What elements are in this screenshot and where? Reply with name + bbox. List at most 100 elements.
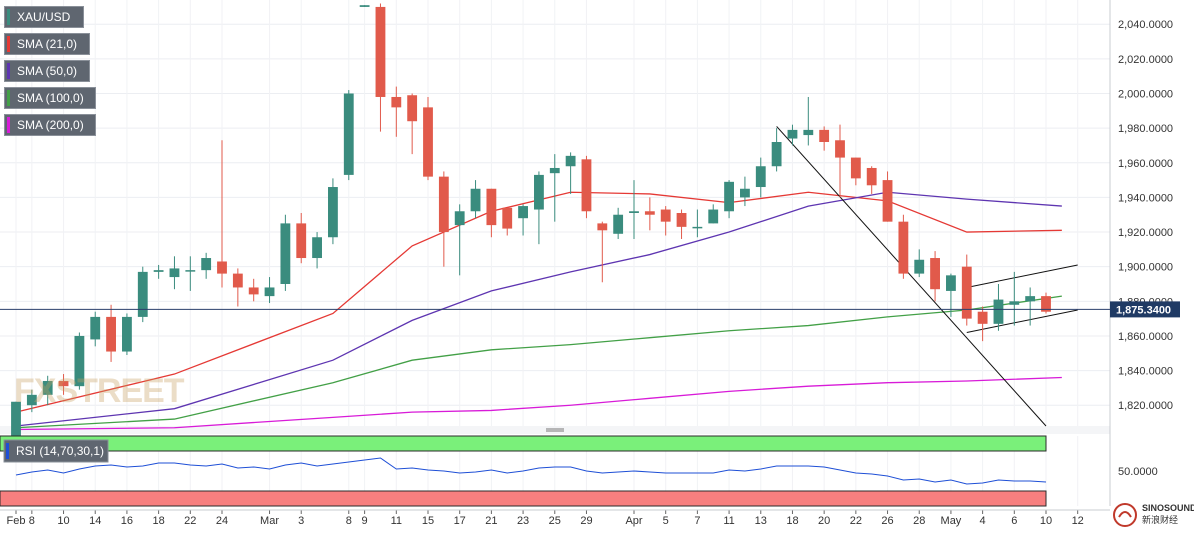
legend-item[interactable]: SMA (21,0) <box>4 33 90 55</box>
pane-divider <box>0 426 1110 434</box>
candle-body <box>740 188 750 198</box>
candle-body <box>565 155 576 167</box>
current-price-tag <box>1110 301 1180 318</box>
rsi-overbought-zone <box>0 435 1047 452</box>
sma-line-210 <box>15 191 1062 413</box>
axis-layer: 2,040.0000 2,020.0000 2,000.0000 1,980.0000… <box>0 0 1180 527</box>
candle-body <box>137 271 148 317</box>
x-tick-label: 14 <box>89 515 101 527</box>
x-tick-label: 8 <box>346 515 352 527</box>
candle-body <box>866 167 877 186</box>
x-tick-label: 12 <box>1072 515 1084 527</box>
x-tick-label: May <box>941 515 962 527</box>
candle-body <box>470 188 481 212</box>
candle-body <box>898 221 909 274</box>
candle-body <box>1025 296 1036 302</box>
candle-body <box>359 5 370 7</box>
candle-body <box>755 166 766 188</box>
candle-body <box>1009 301 1020 305</box>
candle-body <box>58 380 69 387</box>
candle-body <box>914 259 925 274</box>
legend-swatch <box>7 36 10 52</box>
y-tick-label: 1,900.0000 <box>1118 262 1173 274</box>
legend-label: SMA (100,0) <box>17 91 84 105</box>
legend-label: SMA (21,0) <box>17 37 78 51</box>
x-tick-label: 22 <box>850 515 862 527</box>
candle-body <box>835 140 845 158</box>
candle-body <box>407 95 418 122</box>
candle-body <box>676 213 687 227</box>
candle-body <box>454 211 465 226</box>
candle-body <box>391 96 402 108</box>
candle-body <box>26 394 37 406</box>
x-tick-label: 3 <box>298 515 304 527</box>
rsi-label: RSI (14,70,30,1) <box>16 444 104 458</box>
y-tick-label: 2,000.0000 <box>1118 89 1173 101</box>
x-tick-label: 16 <box>121 515 133 527</box>
y-tick-label: 1,980.0000 <box>1118 123 1173 135</box>
legend-item[interactable]: SMA (200,0) <box>4 114 96 136</box>
rsi-label-swatch <box>6 443 9 459</box>
y-tick-label: 1,920.0000 <box>1118 227 1173 239</box>
x-tick-label: Mar <box>260 515 279 527</box>
candle-body <box>549 167 560 174</box>
candle-body <box>169 268 180 278</box>
candle-body <box>11 401 21 439</box>
x-tick-label: 15 <box>422 515 434 527</box>
x-tick-label: 28 <box>913 515 925 527</box>
legend-swatch <box>7 90 10 106</box>
x-tick-label: 29 <box>580 515 592 527</box>
candle-body <box>629 211 639 213</box>
brand-logo-icon <box>1113 503 1137 527</box>
candle-body <box>581 159 592 212</box>
legend-item[interactable]: SMA (100,0) <box>4 87 96 109</box>
candle-body <box>1041 296 1051 312</box>
candle-body <box>280 223 291 284</box>
candle-body <box>264 287 275 297</box>
candle-body <box>803 129 814 136</box>
y-tick-label: 1,820.0000 <box>1118 400 1173 412</box>
current-price-label: 1,875.3400 <box>1116 304 1171 316</box>
y-tick-label: 1,960.0000 <box>1118 158 1173 170</box>
candle-body <box>153 270 164 272</box>
candle-body <box>644 211 655 215</box>
legend-swatch <box>7 117 10 133</box>
candle-body <box>771 142 782 167</box>
candle-body <box>708 209 719 224</box>
x-tick-label: 25 <box>549 515 561 527</box>
legend-item[interactable]: SMA (50,0) <box>4 60 90 82</box>
x-tick-label: 13 <box>755 515 767 527</box>
candle-body <box>106 316 116 352</box>
candle-body <box>613 214 624 234</box>
candle-body <box>819 129 830 142</box>
y-tick-label: 2,040.0000 <box>1118 19 1173 31</box>
candle-body <box>375 6 386 97</box>
rsi-label-chip <box>3 439 109 463</box>
legend-label: SMA (200,0) <box>17 118 84 132</box>
sma-line-500 <box>15 191 1062 427</box>
x-tick-label: 11 <box>391 515 402 527</box>
candle-body <box>438 176 449 233</box>
x-tick-label: 18 <box>786 515 798 527</box>
candle-body <box>232 273 243 288</box>
brand-logo-title: SINOSOUND <box>1142 503 1194 513</box>
sma-line-1000 <box>15 295 1062 429</box>
x-tick-label: 8 <box>29 515 35 527</box>
x-tick-label: 17 <box>454 515 466 527</box>
candle-body <box>296 223 307 259</box>
y-tick-label: 1,860.0000 <box>1118 331 1173 343</box>
brand-logo: SINOSOUND 新浪财经 <box>1112 502 1194 528</box>
candle-body <box>882 180 893 222</box>
x-tick-label: 10 <box>1040 515 1052 527</box>
candle-body <box>42 380 53 395</box>
x-tick-label: 20 <box>818 515 830 527</box>
candle-body <box>185 270 196 272</box>
candle-body <box>961 266 972 319</box>
sma-layer <box>15 191 1062 431</box>
legend-item[interactable]: XAU/USD <box>4 6 84 28</box>
sma-line-2000 <box>15 376 1062 431</box>
candle-body <box>201 258 212 271</box>
legend-swatch <box>7 63 10 79</box>
